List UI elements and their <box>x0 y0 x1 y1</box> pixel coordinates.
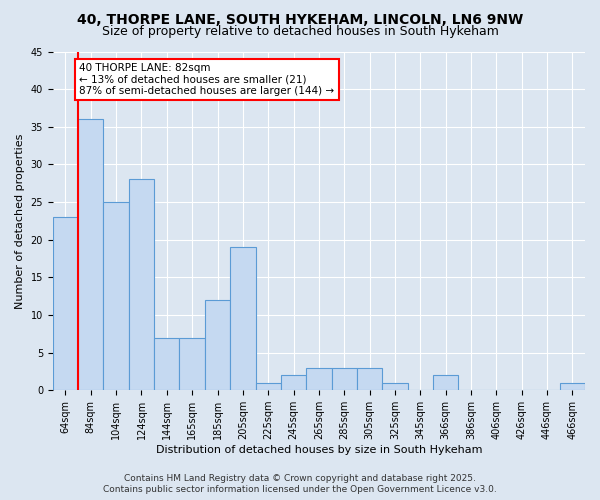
Text: 40 THORPE LANE: 82sqm
← 13% of detached houses are smaller (21)
87% of semi-deta: 40 THORPE LANE: 82sqm ← 13% of detached … <box>79 63 335 96</box>
Bar <box>256 382 281 390</box>
Bar <box>306 368 332 390</box>
Bar <box>382 382 407 390</box>
Bar <box>433 375 458 390</box>
Bar <box>53 217 78 390</box>
Bar <box>230 247 256 390</box>
Bar <box>332 368 357 390</box>
Bar <box>103 202 129 390</box>
X-axis label: Distribution of detached houses by size in South Hykeham: Distribution of detached houses by size … <box>155 445 482 455</box>
Text: 40, THORPE LANE, SOUTH HYKEHAM, LINCOLN, LN6 9NW: 40, THORPE LANE, SOUTH HYKEHAM, LINCOLN,… <box>77 12 523 26</box>
Bar <box>78 119 103 390</box>
Bar <box>179 338 205 390</box>
Bar <box>154 338 179 390</box>
Y-axis label: Number of detached properties: Number of detached properties <box>15 133 25 308</box>
Text: Size of property relative to detached houses in South Hykeham: Size of property relative to detached ho… <box>101 25 499 38</box>
Text: Contains HM Land Registry data © Crown copyright and database right 2025.
Contai: Contains HM Land Registry data © Crown c… <box>103 474 497 494</box>
Bar <box>129 180 154 390</box>
Bar <box>560 382 585 390</box>
Bar <box>357 368 382 390</box>
Bar <box>281 375 306 390</box>
Bar <box>205 300 230 390</box>
